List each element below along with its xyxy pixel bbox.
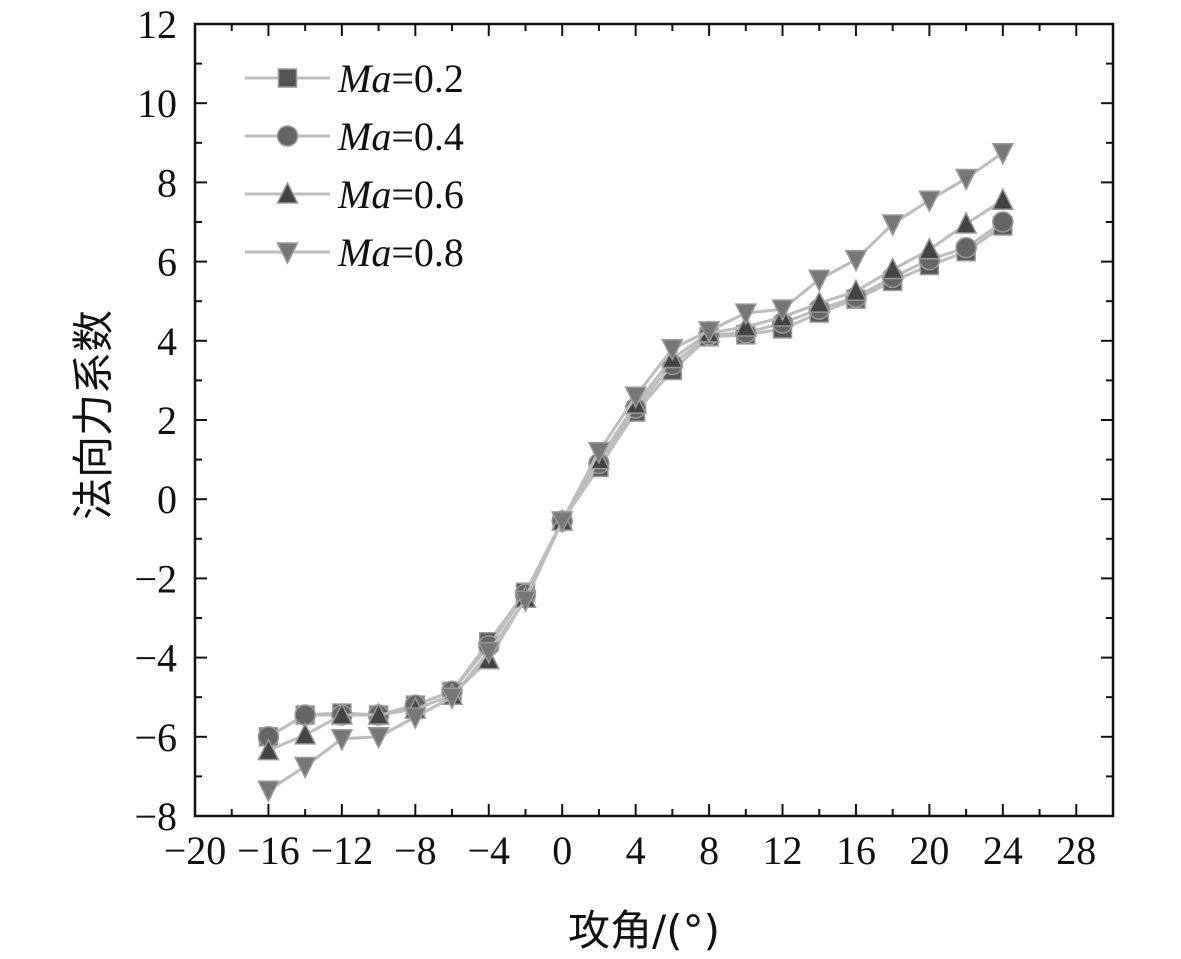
- data-point: [661, 338, 684, 362]
- data-point: [808, 269, 831, 293]
- y-tick-label: 8: [157, 160, 177, 205]
- x-tick-label: 28: [1056, 828, 1096, 873]
- y-axis-title: 法向力系数: [69, 310, 118, 520]
- legend-item: Ma=0.4: [245, 114, 464, 159]
- data-point: [918, 237, 941, 260]
- data-point: [514, 590, 537, 613]
- legend-label-value: =0.4: [391, 114, 464, 159]
- y-tick-label: 4: [157, 319, 177, 364]
- x-tick-label: −8: [394, 828, 437, 873]
- legend-label: Ma=0.6: [337, 172, 464, 217]
- x-tick-label: −20: [164, 828, 227, 873]
- data-point: [257, 737, 280, 761]
- x-tick-label: 8: [699, 828, 719, 873]
- legend-item: Ma=0.8: [245, 230, 464, 275]
- data-point: [955, 236, 977, 259]
- legend-marker: [276, 181, 299, 204]
- legend-label: Ma=0.2: [337, 56, 464, 101]
- legend-marker: [277, 68, 298, 88]
- series-line: [267, 220, 1004, 739]
- x-tick-label: 16: [836, 828, 876, 873]
- legend-label: Ma=0.8: [337, 230, 464, 275]
- data-point: [734, 314, 758, 337]
- data-point: [918, 190, 941, 213]
- x-tick-label: 24: [983, 828, 1023, 873]
- legend-label-italic: Ma: [337, 230, 391, 275]
- legend-marker: [276, 242, 299, 265]
- data-point: [844, 249, 868, 273]
- y-tick-label: 2: [157, 398, 177, 443]
- data-point: [992, 211, 1014, 233]
- y-tick-label: 6: [157, 240, 177, 285]
- data-point: [330, 702, 354, 725]
- legend-label-value: =0.2: [391, 56, 464, 101]
- x-tick-label: 0: [552, 828, 572, 873]
- data-point: [367, 702, 390, 725]
- y-tick-label: −4: [134, 636, 177, 681]
- data-point: [954, 211, 978, 234]
- data-point: [734, 303, 758, 326]
- data-point: [991, 187, 1015, 210]
- data-point: [991, 142, 1015, 166]
- data-point: [257, 780, 280, 803]
- y-tick-label: 12: [137, 2, 177, 47]
- data-point: [808, 290, 831, 313]
- y-tick-label: −8: [134, 794, 177, 839]
- data-point: [881, 214, 904, 237]
- legend-label-value: =0.8: [391, 230, 464, 275]
- legend-label: Ma=0.4: [337, 114, 464, 159]
- data-point: [844, 278, 868, 302]
- data-point: [440, 687, 464, 710]
- x-tick-label: −4: [467, 828, 510, 873]
- plot-frame: [193, 22, 1115, 818]
- legend-label-italic: Ma: [337, 114, 391, 159]
- data-point: [367, 727, 390, 750]
- y-tick-label: 10: [137, 81, 177, 126]
- data-point: [697, 321, 721, 344]
- legend-item: Ma=0.6: [245, 172, 464, 217]
- data-point: [954, 168, 978, 192]
- legend-label-value: =0.6: [391, 172, 464, 217]
- data-point: [404, 707, 427, 730]
- data-point: [624, 386, 647, 409]
- x-tick-label: 4: [626, 828, 646, 873]
- legend-marker: [276, 125, 299, 147]
- series-3: [257, 142, 1015, 803]
- data-point: [881, 256, 904, 280]
- y-tick-label: −6: [134, 715, 177, 760]
- legend-label-italic: Ma: [337, 172, 391, 217]
- y-tick-label: 0: [157, 477, 177, 522]
- x-tick-label: −16: [237, 828, 300, 873]
- series-1: [257, 211, 1014, 748]
- x-tick-label: 20: [909, 828, 949, 873]
- data-point: [771, 299, 794, 322]
- data-point: [294, 704, 316, 726]
- data-point: [293, 722, 317, 745]
- data-point: [330, 729, 354, 752]
- x-tick-label: 12: [763, 828, 803, 873]
- y-tick-label: −2: [134, 556, 177, 601]
- legend-item: Ma=0.2: [245, 56, 464, 101]
- x-axis-title: 攻角/(°): [568, 906, 720, 955]
- data-point: [293, 756, 317, 780]
- legend-label-italic: Ma: [337, 56, 391, 101]
- series-0: [258, 216, 1013, 747]
- series-line: [267, 224, 1004, 739]
- x-tick-label: −12: [311, 828, 374, 873]
- data-point: [477, 641, 500, 665]
- data-point: [587, 441, 611, 465]
- data-point: [550, 511, 574, 534]
